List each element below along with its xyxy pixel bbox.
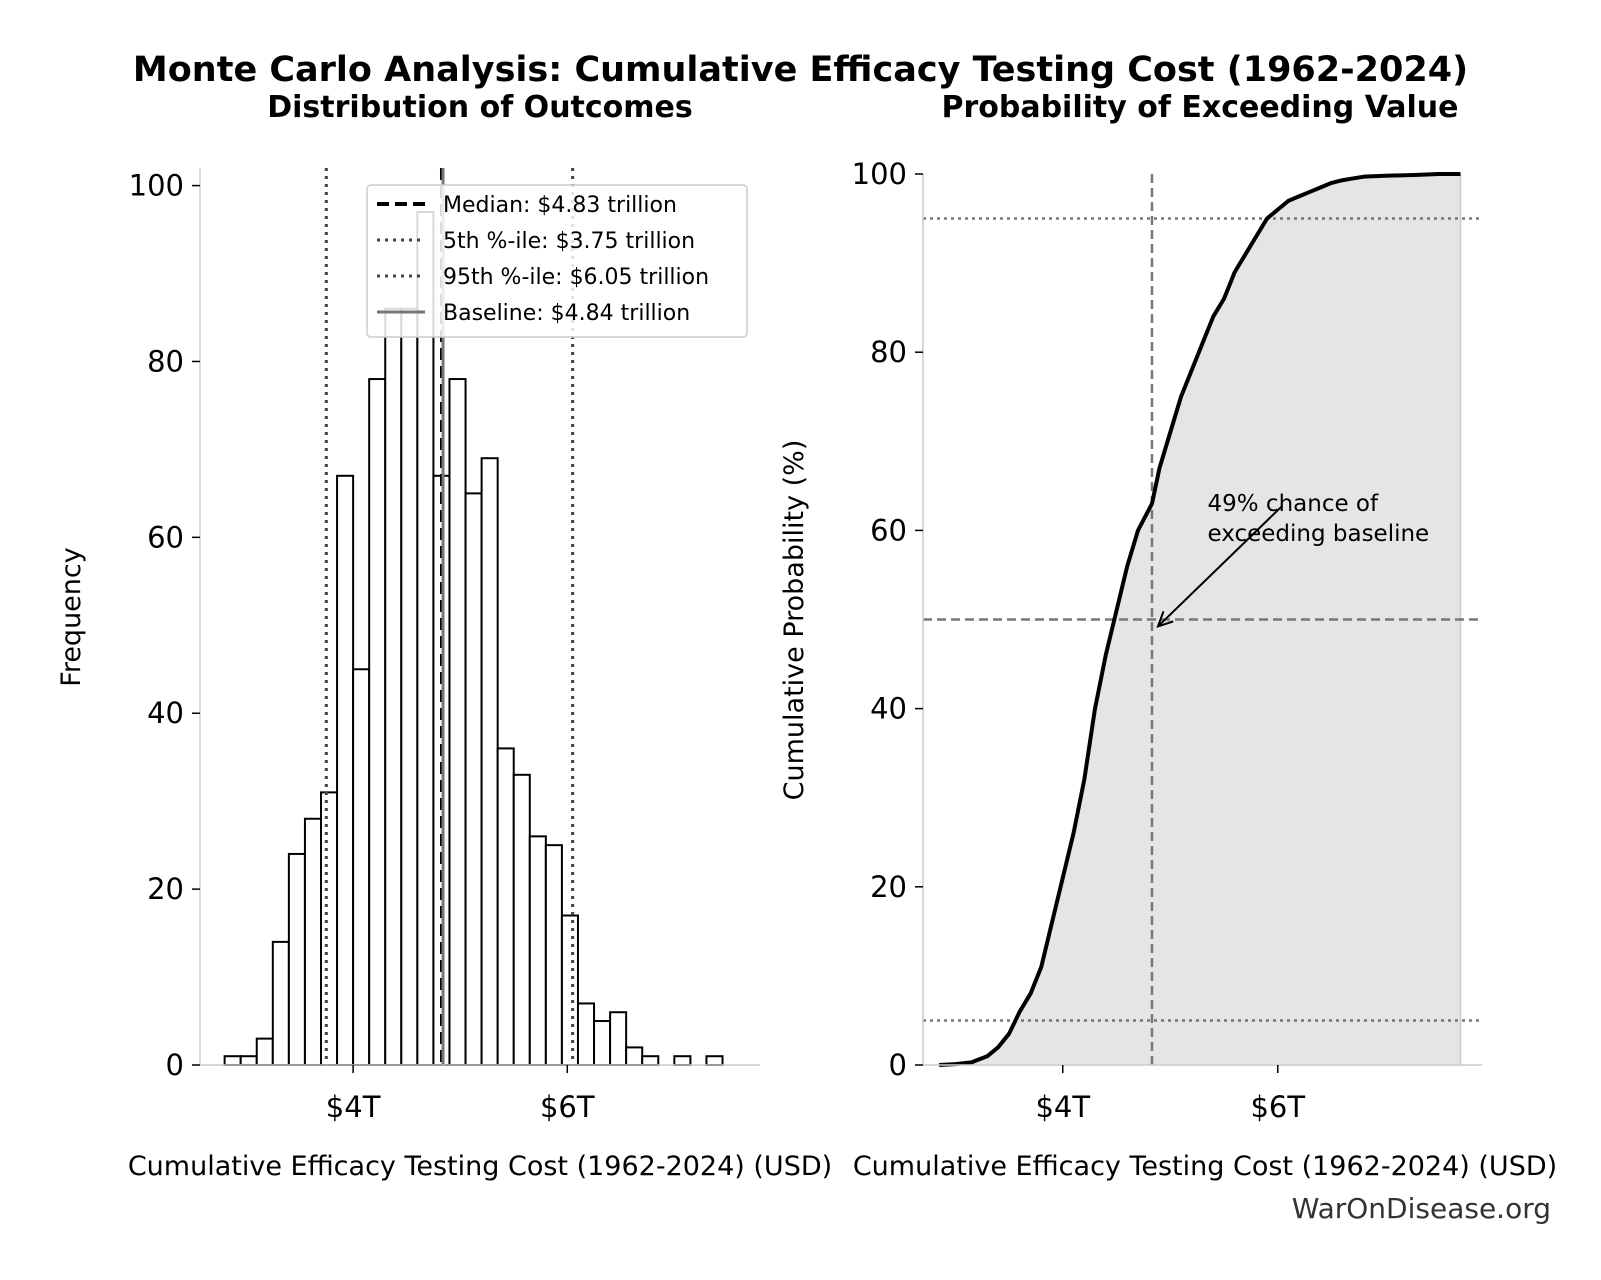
- y-tick-label: 100: [852, 157, 907, 191]
- histogram-bar: [448, 378, 467, 1066]
- histogram-bar: [400, 307, 419, 1066]
- histogram-bar: [352, 668, 371, 1066]
- annotation-arrow-line: [1157, 504, 1284, 628]
- histogram-bar: [287, 852, 306, 1066]
- cdf-line: [939, 172, 1461, 1067]
- y-tick-label: 0: [889, 1048, 907, 1082]
- y-tick-label: 40: [870, 692, 907, 726]
- histogram-bar: [528, 835, 547, 1067]
- histogram-bar: [576, 1002, 596, 1066]
- histogram-bar: [673, 1055, 692, 1067]
- histogram-bar: [593, 1020, 612, 1067]
- y-tick-label: 60: [870, 513, 907, 547]
- y-tick-label: 80: [147, 344, 184, 378]
- y-axis-label: Cumulative Probability (%): [779, 440, 810, 801]
- legend-label: 5th %-ile: $3.75 trillion: [443, 229, 695, 254]
- x-tick-label: $6T: [540, 1090, 595, 1124]
- histogram-bar: [705, 1055, 724, 1067]
- cdf-chart: 0 20 40 60 80 100 $4T $6T Cumulative Efficacy Te…: [779, 157, 1557, 1182]
- x-tick-label: $4T: [1035, 1090, 1090, 1124]
- y-tick-label: 100: [129, 169, 184, 203]
- legend-label: Baseline: $4.84 trillion: [443, 301, 690, 326]
- annotation-text: 49% chance of: [1208, 491, 1380, 517]
- x-axis-label: Cumulative Efficacy Testing Cost (1962-2…: [853, 1151, 1557, 1182]
- histogram-bar: [464, 492, 483, 1067]
- histogram-bar: [239, 1055, 258, 1067]
- watermark: WarOnDisease.org: [1291, 1192, 1551, 1225]
- histogram-bar: [303, 817, 322, 1066]
- y-tick-label: 40: [147, 696, 184, 730]
- histogram-bar: [625, 1046, 644, 1066]
- histogram-chart: 0 20 40 60 80 100 $4T $6T Cumulative Efficacy Te…: [56, 168, 832, 1182]
- histogram-bar: [416, 210, 435, 1066]
- histogram-bar: [544, 844, 563, 1066]
- y-tick-label: 20: [870, 870, 907, 904]
- annotation-arrow-head: [1156, 611, 1174, 629]
- x-tick-label: $6T: [1250, 1090, 1305, 1124]
- histogram-legend: Median: $4.83 trillion 5th %-ile: $3.75 t…: [366, 184, 748, 338]
- histogram-bar: [336, 474, 355, 1066]
- cdf-subtitle: Probability of Exceeding Value: [941, 90, 1459, 125]
- legend-label: Median: $4.83 trillion: [443, 193, 677, 218]
- histogram-bar: [368, 378, 387, 1066]
- y-tick-label: 80: [870, 335, 907, 369]
- histogram-bar: [560, 914, 579, 1066]
- x-tick-label: $4T: [326, 1090, 381, 1124]
- histogram-bar: [480, 457, 499, 1066]
- histogram-bar: [319, 791, 339, 1066]
- annotation-text: exceeding baseline: [1208, 521, 1430, 547]
- histogram-bar: [609, 1011, 628, 1066]
- legend-label: 95th %-ile: $6.05 trillion: [443, 265, 709, 290]
- figure-title: Monte Carlo Analysis: Cumulative Efficac…: [132, 50, 1469, 90]
- histogram-bar: [223, 1055, 242, 1067]
- histogram-bar: [496, 747, 515, 1066]
- x-axis-label: Cumulative Efficacy Testing Cost (1962-2…: [128, 1151, 832, 1182]
- histogram-bar: [512, 773, 531, 1066]
- histogram-subtitle: Distribution of Outcomes: [267, 90, 693, 125]
- legend-box: [366, 184, 748, 338]
- histogram-bar: [271, 940, 290, 1066]
- y-tick-label: 60: [147, 520, 184, 554]
- y-axis-label: Frequency: [56, 547, 87, 687]
- y-tick-label: 0: [166, 1048, 184, 1082]
- histogram-bar: [255, 1037, 274, 1067]
- annotation: 49% chance of exceeding baseline: [1156, 491, 1430, 629]
- histogram-bar: [641, 1055, 660, 1067]
- histogram-bar: [384, 307, 403, 1066]
- cdf-area: [939, 174, 1461, 1065]
- y-tick-label: 20: [147, 872, 184, 906]
